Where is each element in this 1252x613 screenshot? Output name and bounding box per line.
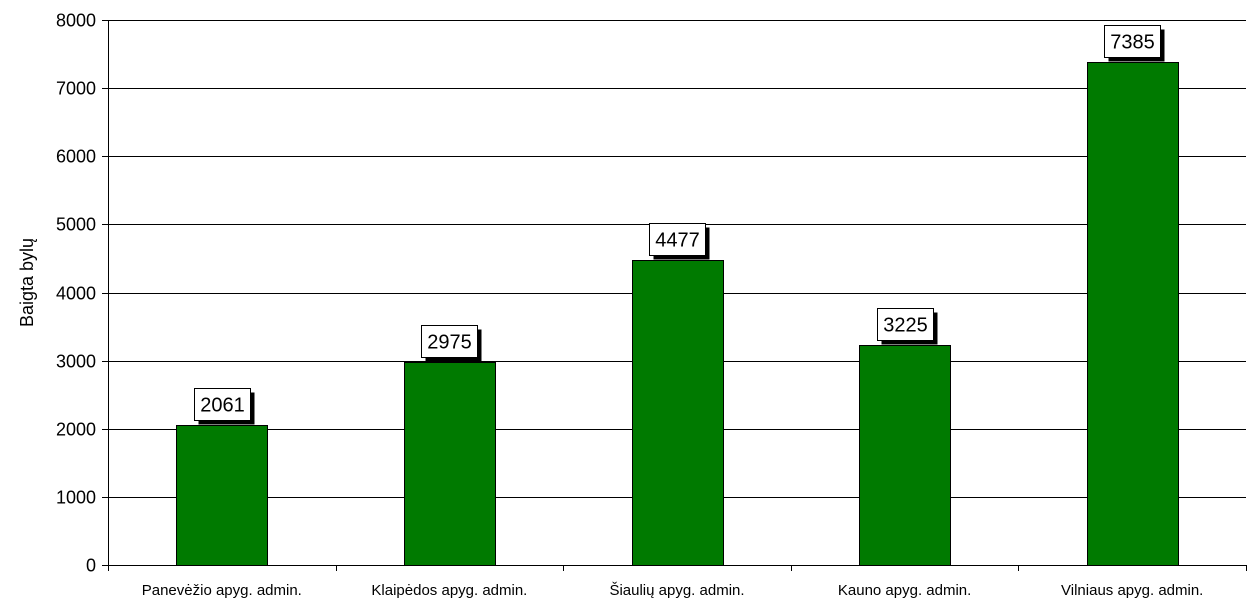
y-tick-label: 4000 bbox=[56, 284, 96, 304]
x-category-label: Vilniaus apyg. admin. bbox=[1061, 582, 1203, 599]
data-label-box bbox=[194, 388, 251, 421]
x-category-label: Klaipėdos apyg. admin. bbox=[371, 582, 527, 599]
bar bbox=[404, 362, 496, 566]
y-tick-label: 2000 bbox=[56, 420, 96, 440]
bar bbox=[1087, 62, 1179, 566]
data-label-text: 7385 bbox=[1110, 32, 1155, 54]
data-label-box bbox=[649, 223, 706, 256]
data-label-text: 2975 bbox=[427, 332, 472, 354]
data-label-box bbox=[1104, 25, 1161, 58]
y-tick-label: 0 bbox=[86, 556, 96, 576]
data-labels: 2061 2975 4477 3225 7385 bbox=[194, 25, 1165, 425]
data-label: 2061 bbox=[194, 388, 255, 425]
data-label-box bbox=[877, 308, 934, 341]
axes bbox=[108, 20, 1246, 566]
bar bbox=[176, 425, 268, 566]
data-label: 2975 bbox=[421, 325, 482, 362]
data-label-box bbox=[421, 325, 478, 358]
data-label-text: 4477 bbox=[655, 230, 700, 252]
y-axis-title: Baigta bylų bbox=[17, 238, 37, 327]
data-label: 3225 bbox=[877, 308, 938, 345]
x-category-label: Šiaulių apyg. admin. bbox=[609, 582, 744, 599]
y-tick-label: 1000 bbox=[56, 488, 96, 508]
bar bbox=[632, 260, 724, 566]
y-tick-label: 8000 bbox=[56, 11, 96, 31]
y-tick-label: 5000 bbox=[56, 215, 96, 235]
ticks: 0 1000 2000 3000 4000 5000 6000 7000 8000 Panevėž… bbox=[56, 11, 1247, 599]
bar bbox=[859, 345, 951, 566]
data-label: 4477 bbox=[649, 223, 710, 260]
data-label-text: 3225 bbox=[883, 315, 928, 337]
bars bbox=[176, 62, 1179, 566]
x-category-label: Panevėžio apyg. admin. bbox=[142, 582, 302, 599]
data-label-text: 2061 bbox=[200, 395, 245, 417]
y-tick-label: 6000 bbox=[56, 147, 96, 167]
x-category-label: Kauno apyg. admin. bbox=[838, 582, 971, 599]
y-tick-label: 3000 bbox=[56, 352, 96, 372]
y-tick-label: 7000 bbox=[56, 79, 96, 99]
data-label: 7385 bbox=[1104, 25, 1165, 62]
